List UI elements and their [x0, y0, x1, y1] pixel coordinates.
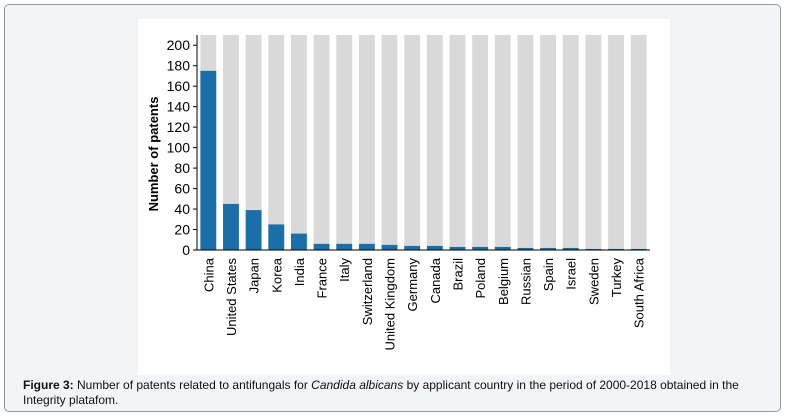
y-tick-label: 20: [174, 222, 190, 238]
background-bar: [585, 35, 602, 250]
background-bar: [268, 35, 285, 250]
bar-sweden: [585, 248, 602, 250]
bar-poland: [472, 246, 489, 250]
bar-france: [313, 243, 330, 250]
x-tick-label: Canada: [428, 257, 443, 303]
x-tick-label: South Africa: [632, 257, 647, 328]
bar-israel: [562, 247, 579, 250]
background-bar: [517, 35, 534, 250]
x-tick-label: United Kingdom: [383, 258, 398, 351]
bar-india: [290, 233, 307, 250]
y-tick-label: 180: [167, 58, 191, 74]
bar-chart: 0 20 40 60 80 100 120 140 160 180 200 China United …: [146, 35, 650, 351]
bar-russian: [517, 247, 534, 250]
x-tick-label: Belgium: [496, 258, 511, 305]
x-tick-label: Brazil: [450, 258, 465, 291]
figure-frame: 0 20 40 60 80 100 120 140 160 180 200 China United …: [4, 4, 781, 412]
background-bar: [472, 35, 489, 250]
x-tick-label: Israel: [564, 258, 579, 290]
background-bar: [608, 35, 624, 250]
bar-canada: [426, 245, 443, 250]
background-bar: [494, 35, 511, 250]
y-tick-label: 40: [174, 201, 190, 217]
bar-germany: [404, 245, 421, 250]
background-bar: [540, 35, 557, 250]
bar-united-kingdom: [381, 244, 398, 250]
y-tick-label: 140: [167, 99, 191, 115]
bar-united-states: [223, 203, 239, 250]
bar-spain: [540, 247, 557, 250]
bar-brazil: [449, 246, 466, 250]
bar-south-africa: [630, 248, 647, 250]
background-bar: [404, 35, 421, 250]
y-tick-label: 160: [167, 78, 191, 94]
x-tick-label: Russian: [518, 258, 533, 305]
y-tick-label: 60: [174, 181, 190, 197]
x-tick-label: India: [292, 257, 307, 286]
chart-panel: 0 20 40 60 80 100 120 140 160 180 200 China United …: [138, 19, 670, 375]
background-bar: [223, 35, 239, 250]
bar-switzerland: [358, 243, 375, 250]
x-tick-label: China: [201, 257, 216, 292]
background-bar: [313, 35, 330, 250]
bar-china: [200, 70, 217, 250]
y-tick-label: 120: [167, 119, 191, 135]
x-tick-label: Spain: [541, 258, 556, 291]
x-tick-label: United States: [224, 258, 239, 337]
caption-species: Candida albicans: [311, 378, 404, 392]
y-tick-label: 200: [167, 37, 191, 53]
background-bar: [426, 35, 443, 250]
bar-korea: [268, 224, 285, 250]
background-bar: [290, 35, 307, 250]
background-bar: [562, 35, 579, 250]
background-bar: [381, 35, 398, 250]
x-tick-label: Japan: [247, 258, 262, 293]
background-bar: [358, 35, 375, 250]
bar-turkey: [608, 248, 624, 250]
caption-text-before: Number of patents related to antifungals…: [77, 378, 308, 392]
y-tick-label: 80: [174, 160, 190, 176]
y-tick-label: 100: [167, 140, 191, 156]
y-axis-label: Number of patents: [146, 97, 161, 212]
caption-text-after: by applicant country in the period of 20…: [23, 378, 739, 407]
figure-caption: Figure 3: Number of patents related to a…: [23, 378, 773, 408]
background-bar: [630, 35, 647, 250]
x-tick-label: Turkey: [609, 258, 624, 298]
background-bar: [245, 35, 262, 250]
x-tick-label: Switzerland: [360, 258, 375, 325]
background-bar: [336, 35, 353, 250]
x-tick-label: Germany: [405, 258, 420, 312]
bar-japan: [245, 210, 262, 250]
y-tick-label: 0: [182, 242, 190, 258]
bar-belgium: [494, 246, 511, 250]
background-bar: [449, 35, 466, 250]
caption-label: Figure 3:: [23, 378, 74, 392]
x-tick-label: Italy: [337, 258, 352, 282]
x-tick-label: Poland: [473, 258, 488, 298]
x-tick-label: France: [315, 258, 330, 298]
bar-italy: [336, 243, 353, 250]
x-tick-label: Korea: [269, 257, 284, 292]
x-tick-label: Sweden: [586, 258, 601, 305]
